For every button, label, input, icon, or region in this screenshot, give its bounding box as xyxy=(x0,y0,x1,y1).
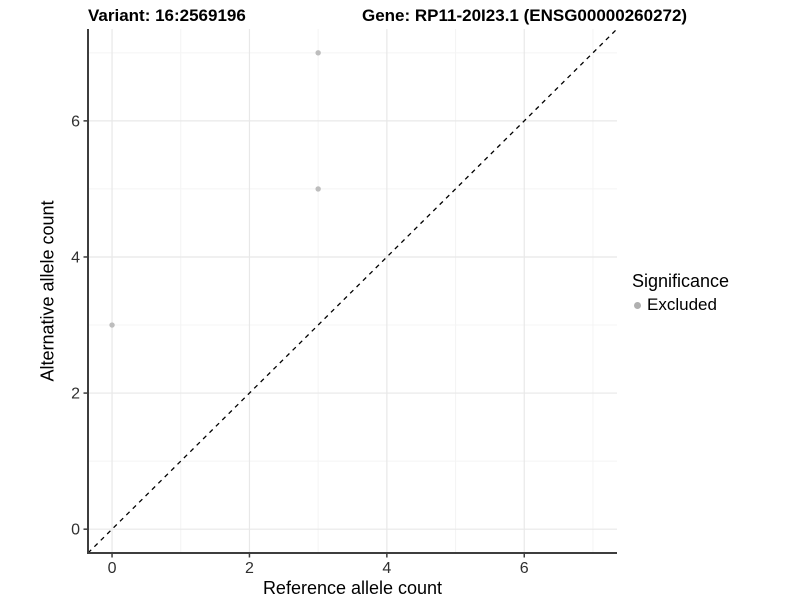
legend-title: Significance xyxy=(632,271,730,291)
variant-title: Variant: 16:2569196 xyxy=(88,6,246,25)
x-axis-title: Reference allele count xyxy=(262,578,443,598)
legend-item-label: Excluded xyxy=(647,295,717,314)
data-point xyxy=(315,186,321,192)
x-tick-label: 2 xyxy=(245,560,254,577)
legend-items: Excluded xyxy=(630,295,729,315)
legend-swatch-icon xyxy=(634,301,641,309)
legend-item-excluded: Excluded xyxy=(634,295,729,315)
y-tick-label: 4 xyxy=(71,249,80,266)
y-tick-label: 6 xyxy=(71,113,80,130)
y-tick-label: 2 xyxy=(71,386,80,403)
x-tick-label: 4 xyxy=(382,560,391,577)
data-point xyxy=(315,50,321,56)
x-tick-label: 6 xyxy=(520,560,529,577)
y-tick-label: 0 xyxy=(71,522,80,539)
legend: Significance Excluded xyxy=(630,271,729,315)
data-point xyxy=(109,322,115,328)
identity-line xyxy=(87,28,618,554)
gene-title: Gene: RP11-20I23.1 (ENSG00000260272) xyxy=(362,6,688,25)
x-tick-label: 0 xyxy=(108,560,117,577)
